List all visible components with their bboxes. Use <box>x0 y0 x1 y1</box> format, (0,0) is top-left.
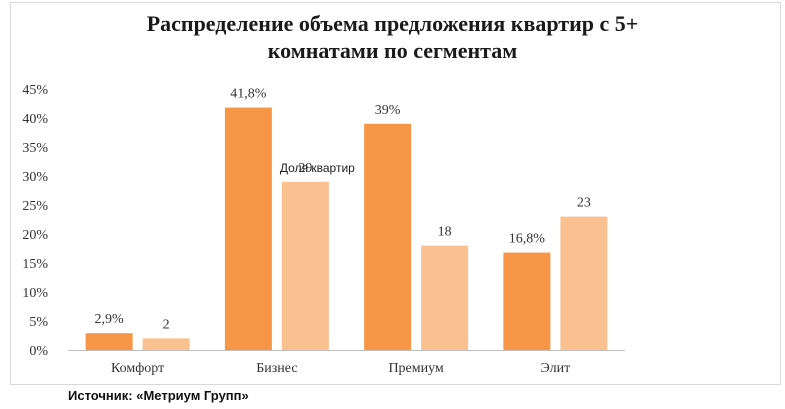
bar <box>142 338 190 350</box>
data-label: 2,9% <box>95 312 125 327</box>
bar <box>85 333 133 350</box>
data-label: 29 <box>298 161 312 176</box>
bar <box>421 245 469 350</box>
bar <box>364 123 412 350</box>
y-tick-label: 25% <box>22 199 48 214</box>
category-label: Бизнес <box>256 361 297 376</box>
series-name-label: Доля квартир <box>280 161 355 175</box>
category-label: Премиум <box>388 361 443 376</box>
y-axis-ticks: 0% 5% 10% 15% 20% 25% 30% 35% 40% 45% <box>22 83 48 359</box>
y-tick-label: 15% <box>22 257 48 272</box>
data-label: 18 <box>438 225 452 240</box>
data-label: 16,8% <box>509 232 546 247</box>
category-label: Элит <box>541 361 571 376</box>
source-note: Источник: «Метриум Групп» <box>68 388 249 403</box>
y-tick-label: 30% <box>22 170 48 185</box>
y-tick-label: 40% <box>22 112 48 127</box>
category-label: Комфорт <box>111 361 164 376</box>
data-label: 39% <box>375 103 401 118</box>
y-tick-label: 10% <box>22 286 48 301</box>
y-tick-label: 5% <box>29 315 48 330</box>
chart-title: Распределение объема предложения квартир… <box>146 11 639 63</box>
y-tick-label: 35% <box>22 141 48 156</box>
bar <box>224 107 272 350</box>
data-label: 23 <box>577 196 591 211</box>
bars <box>85 107 608 350</box>
bar <box>503 252 551 350</box>
data-label: 2 <box>163 317 170 332</box>
data-labels: 2,9% 2 41,8% 29 39% 18 16,8% 23 Доля квартир <box>95 87 591 333</box>
data-label: 41,8% <box>230 87 267 102</box>
category-labels: Комфорт Бизнес Премиум Элит <box>111 361 570 376</box>
bar <box>560 216 608 350</box>
bar <box>281 181 329 350</box>
y-tick-label: 20% <box>22 228 48 243</box>
y-tick-label: 0% <box>29 344 48 359</box>
y-tick-label: 45% <box>22 83 48 98</box>
